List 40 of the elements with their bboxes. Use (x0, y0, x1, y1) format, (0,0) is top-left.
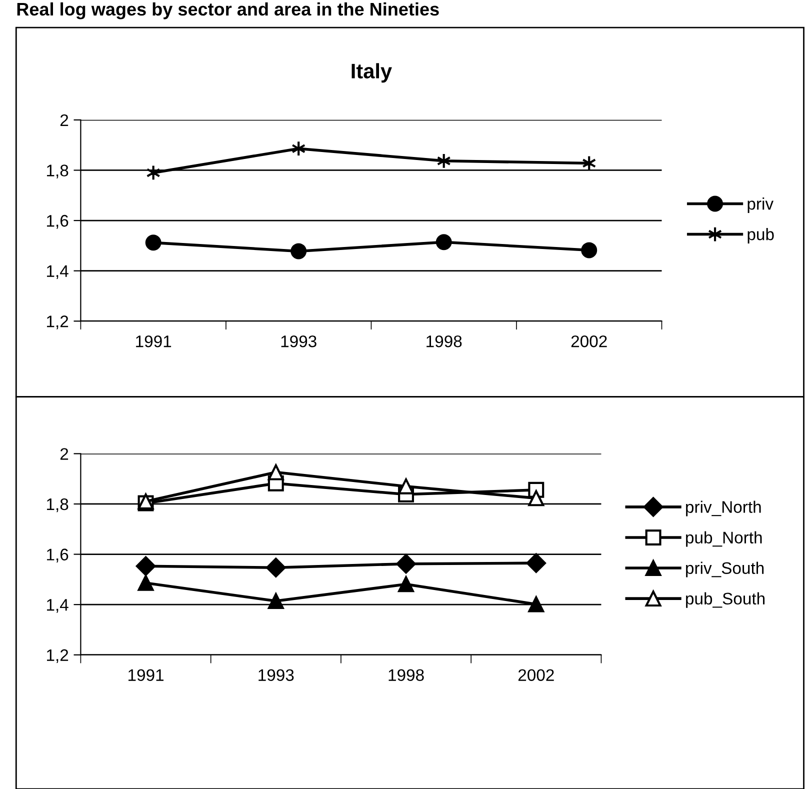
point (396, 554, 416, 574)
point (138, 574, 154, 591)
x-tick-label: 1998 (388, 669, 424, 681)
point (526, 553, 546, 573)
legend-label: pub (748, 228, 774, 244)
y-tick-label: 1,8 (47, 498, 68, 512)
legend-label: priv (748, 197, 774, 214)
x-tick-label: 1998 (426, 335, 462, 348)
y-tick-label: 1,4 (47, 599, 68, 613)
point (268, 593, 284, 610)
y-tick-label: 1,8 (47, 164, 68, 178)
point (528, 490, 544, 506)
point (145, 234, 162, 251)
point (528, 596, 544, 612)
point (136, 556, 156, 576)
x-tick-label: 2002 (518, 669, 554, 681)
y-tick-label: 1,4 (47, 265, 68, 279)
x-tick-label: 1993 (258, 669, 294, 681)
x-tick-label: 2002 (571, 335, 607, 348)
x-tick-label: 1991 (136, 335, 172, 348)
x-tick-label: 1991 (128, 669, 164, 681)
legend-label: pub_South (686, 592, 765, 608)
point (398, 576, 414, 592)
point (268, 464, 284, 480)
legend-label: pub_North (686, 531, 762, 547)
point (266, 558, 286, 578)
x-tick-label: 1993 (281, 335, 316, 348)
y-tick-label: 2 (60, 114, 68, 126)
y-tick-label: 1,6 (47, 214, 68, 229)
y-tick-label: 2 (60, 448, 68, 460)
legend-label: priv_North (686, 500, 761, 516)
y-tick-label: 1,6 (47, 548, 68, 562)
y-tick-label: 1,2 (47, 649, 68, 664)
point (290, 243, 307, 260)
legend-label: priv_South (686, 562, 764, 578)
chart-title: Italy (352, 63, 392, 83)
point (581, 242, 598, 258)
text: Real log wages by sector and area in the Nineties (17, 2, 439, 20)
y-tick-label: 1,2 (47, 316, 68, 330)
point (436, 234, 452, 250)
